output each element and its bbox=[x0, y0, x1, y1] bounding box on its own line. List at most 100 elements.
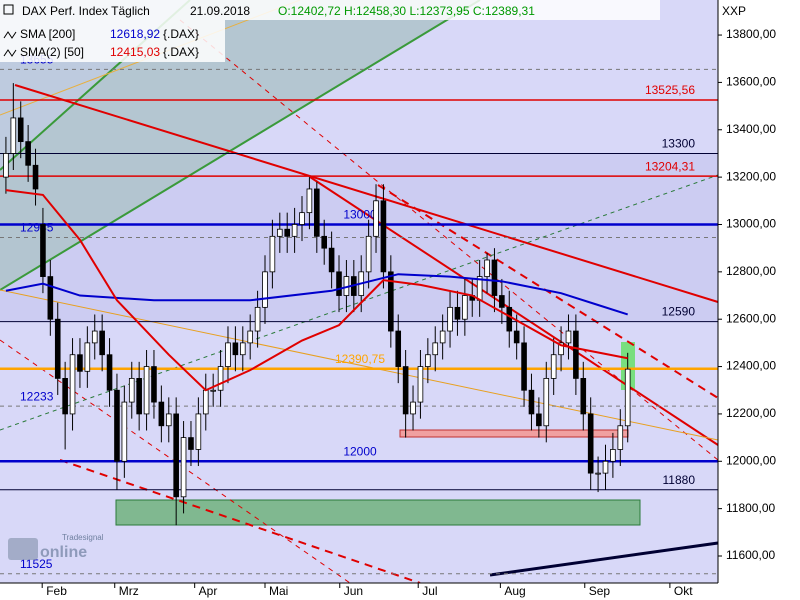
candle-body bbox=[62, 378, 68, 415]
x-tick-label: Okt bbox=[674, 584, 693, 598]
candle-body bbox=[180, 437, 187, 498]
candle-body bbox=[232, 342, 239, 356]
candle-body bbox=[395, 330, 402, 367]
legend-name: SMA [200] bbox=[20, 27, 75, 41]
candle-body bbox=[558, 342, 564, 356]
candle-body bbox=[106, 354, 113, 391]
candle-body bbox=[276, 228, 283, 237]
candle-body bbox=[365, 235, 372, 273]
candle-body bbox=[165, 413, 172, 427]
line-series bbox=[5, 273, 628, 316]
line-series bbox=[5, 189, 628, 392]
x-tick-label: Apr bbox=[199, 584, 218, 598]
candle-body bbox=[439, 330, 446, 344]
candle-body bbox=[328, 247, 335, 273]
legend-background bbox=[0, 20, 225, 62]
candle-body bbox=[40, 224, 46, 277]
y-tick-label: 13400,00 bbox=[726, 122, 776, 136]
candle-body bbox=[99, 330, 105, 356]
x-tick-label: Jun bbox=[344, 584, 363, 598]
legend-value: 12415,03 bbox=[110, 45, 160, 59]
candle-body bbox=[121, 401, 128, 462]
level-label: 11525 bbox=[20, 557, 53, 571]
icon bbox=[3, 4, 14, 15]
level-label: 12390,75 bbox=[335, 352, 385, 366]
candle-body bbox=[610, 449, 616, 462]
y-tick-label: 13800,00 bbox=[726, 27, 776, 41]
legend-suffix: {.DAX} bbox=[163, 27, 199, 41]
icon bbox=[3, 31, 17, 39]
candle-body bbox=[299, 212, 305, 225]
y-tick-label: 13200,00 bbox=[726, 169, 776, 183]
candle-body bbox=[10, 117, 17, 154]
symbol: XXP bbox=[722, 4, 746, 18]
level-label: 13000 bbox=[343, 208, 377, 222]
candle-body bbox=[284, 228, 290, 237]
trendline bbox=[0, 174, 719, 431]
candle-body bbox=[388, 271, 394, 332]
candle-body bbox=[425, 354, 431, 367]
level-label: 12000 bbox=[343, 444, 377, 458]
candle-body bbox=[462, 295, 468, 320]
logo-word: online bbox=[40, 544, 87, 561]
candle-body bbox=[602, 460, 609, 474]
header-background bbox=[0, 0, 660, 20]
candle-body bbox=[269, 235, 276, 273]
candle-body bbox=[336, 271, 342, 296]
candle-body bbox=[491, 259, 498, 296]
ohlc: O:12402,72 H:12458,30 L:12373,95 C:12389… bbox=[278, 4, 535, 18]
candle-body bbox=[291, 224, 298, 237]
candle-body bbox=[536, 413, 542, 427]
y-tick-label: 11600,00 bbox=[726, 548, 775, 562]
candle-body bbox=[513, 330, 520, 344]
candle-body bbox=[217, 366, 224, 391]
icon bbox=[3, 49, 17, 57]
candle-body bbox=[262, 271, 268, 308]
candle-body bbox=[573, 330, 579, 379]
candle-body bbox=[410, 401, 416, 415]
candle-body bbox=[321, 235, 328, 249]
candle-body bbox=[484, 259, 490, 277]
y-tick-label: 12800,00 bbox=[726, 264, 776, 278]
level-label: 12590 bbox=[662, 305, 696, 319]
candle-body bbox=[254, 306, 261, 332]
x-tick-label: Aug bbox=[504, 584, 525, 598]
candle-body bbox=[543, 378, 550, 427]
candle-body bbox=[158, 401, 165, 427]
logo-mark bbox=[8, 538, 38, 560]
level-label: 13300 bbox=[662, 137, 696, 151]
instrument: DAX Perf. Index Täglich bbox=[22, 4, 150, 18]
legend-suffix: {.DAX} bbox=[163, 45, 199, 59]
candle-body bbox=[314, 188, 320, 237]
logo-brand: Tradesignal bbox=[62, 533, 104, 542]
x-tick-label: Jul bbox=[422, 584, 437, 598]
candle-body bbox=[499, 295, 505, 308]
y-tick-label: 12600,00 bbox=[726, 311, 776, 325]
candle-body bbox=[617, 425, 624, 450]
candle-body bbox=[402, 366, 409, 415]
candle-body bbox=[47, 276, 54, 320]
resistance-zone bbox=[399, 429, 629, 438]
x-axis-area bbox=[0, 583, 718, 600]
candle-body bbox=[210, 389, 216, 392]
candle-body bbox=[173, 413, 179, 498]
candle-body bbox=[195, 413, 202, 450]
candle-body bbox=[32, 164, 39, 190]
level-label: 13525,56 bbox=[645, 83, 695, 97]
candle-body bbox=[54, 318, 61, 379]
y-tick-label: 13000,00 bbox=[726, 217, 776, 231]
y-tick-label: 13600,00 bbox=[726, 75, 776, 89]
x-tick-label: Feb bbox=[46, 584, 67, 598]
candle-body bbox=[239, 342, 246, 356]
level-label: 13204,31 bbox=[645, 159, 695, 173]
candle-body bbox=[84, 342, 91, 372]
candle-body bbox=[143, 366, 150, 415]
candle-body bbox=[528, 389, 535, 415]
candle-body bbox=[380, 200, 387, 273]
candle-body bbox=[454, 306, 461, 320]
candle-body bbox=[128, 378, 135, 403]
candle-body bbox=[91, 330, 98, 344]
date: 21.09.2018 bbox=[190, 4, 250, 18]
